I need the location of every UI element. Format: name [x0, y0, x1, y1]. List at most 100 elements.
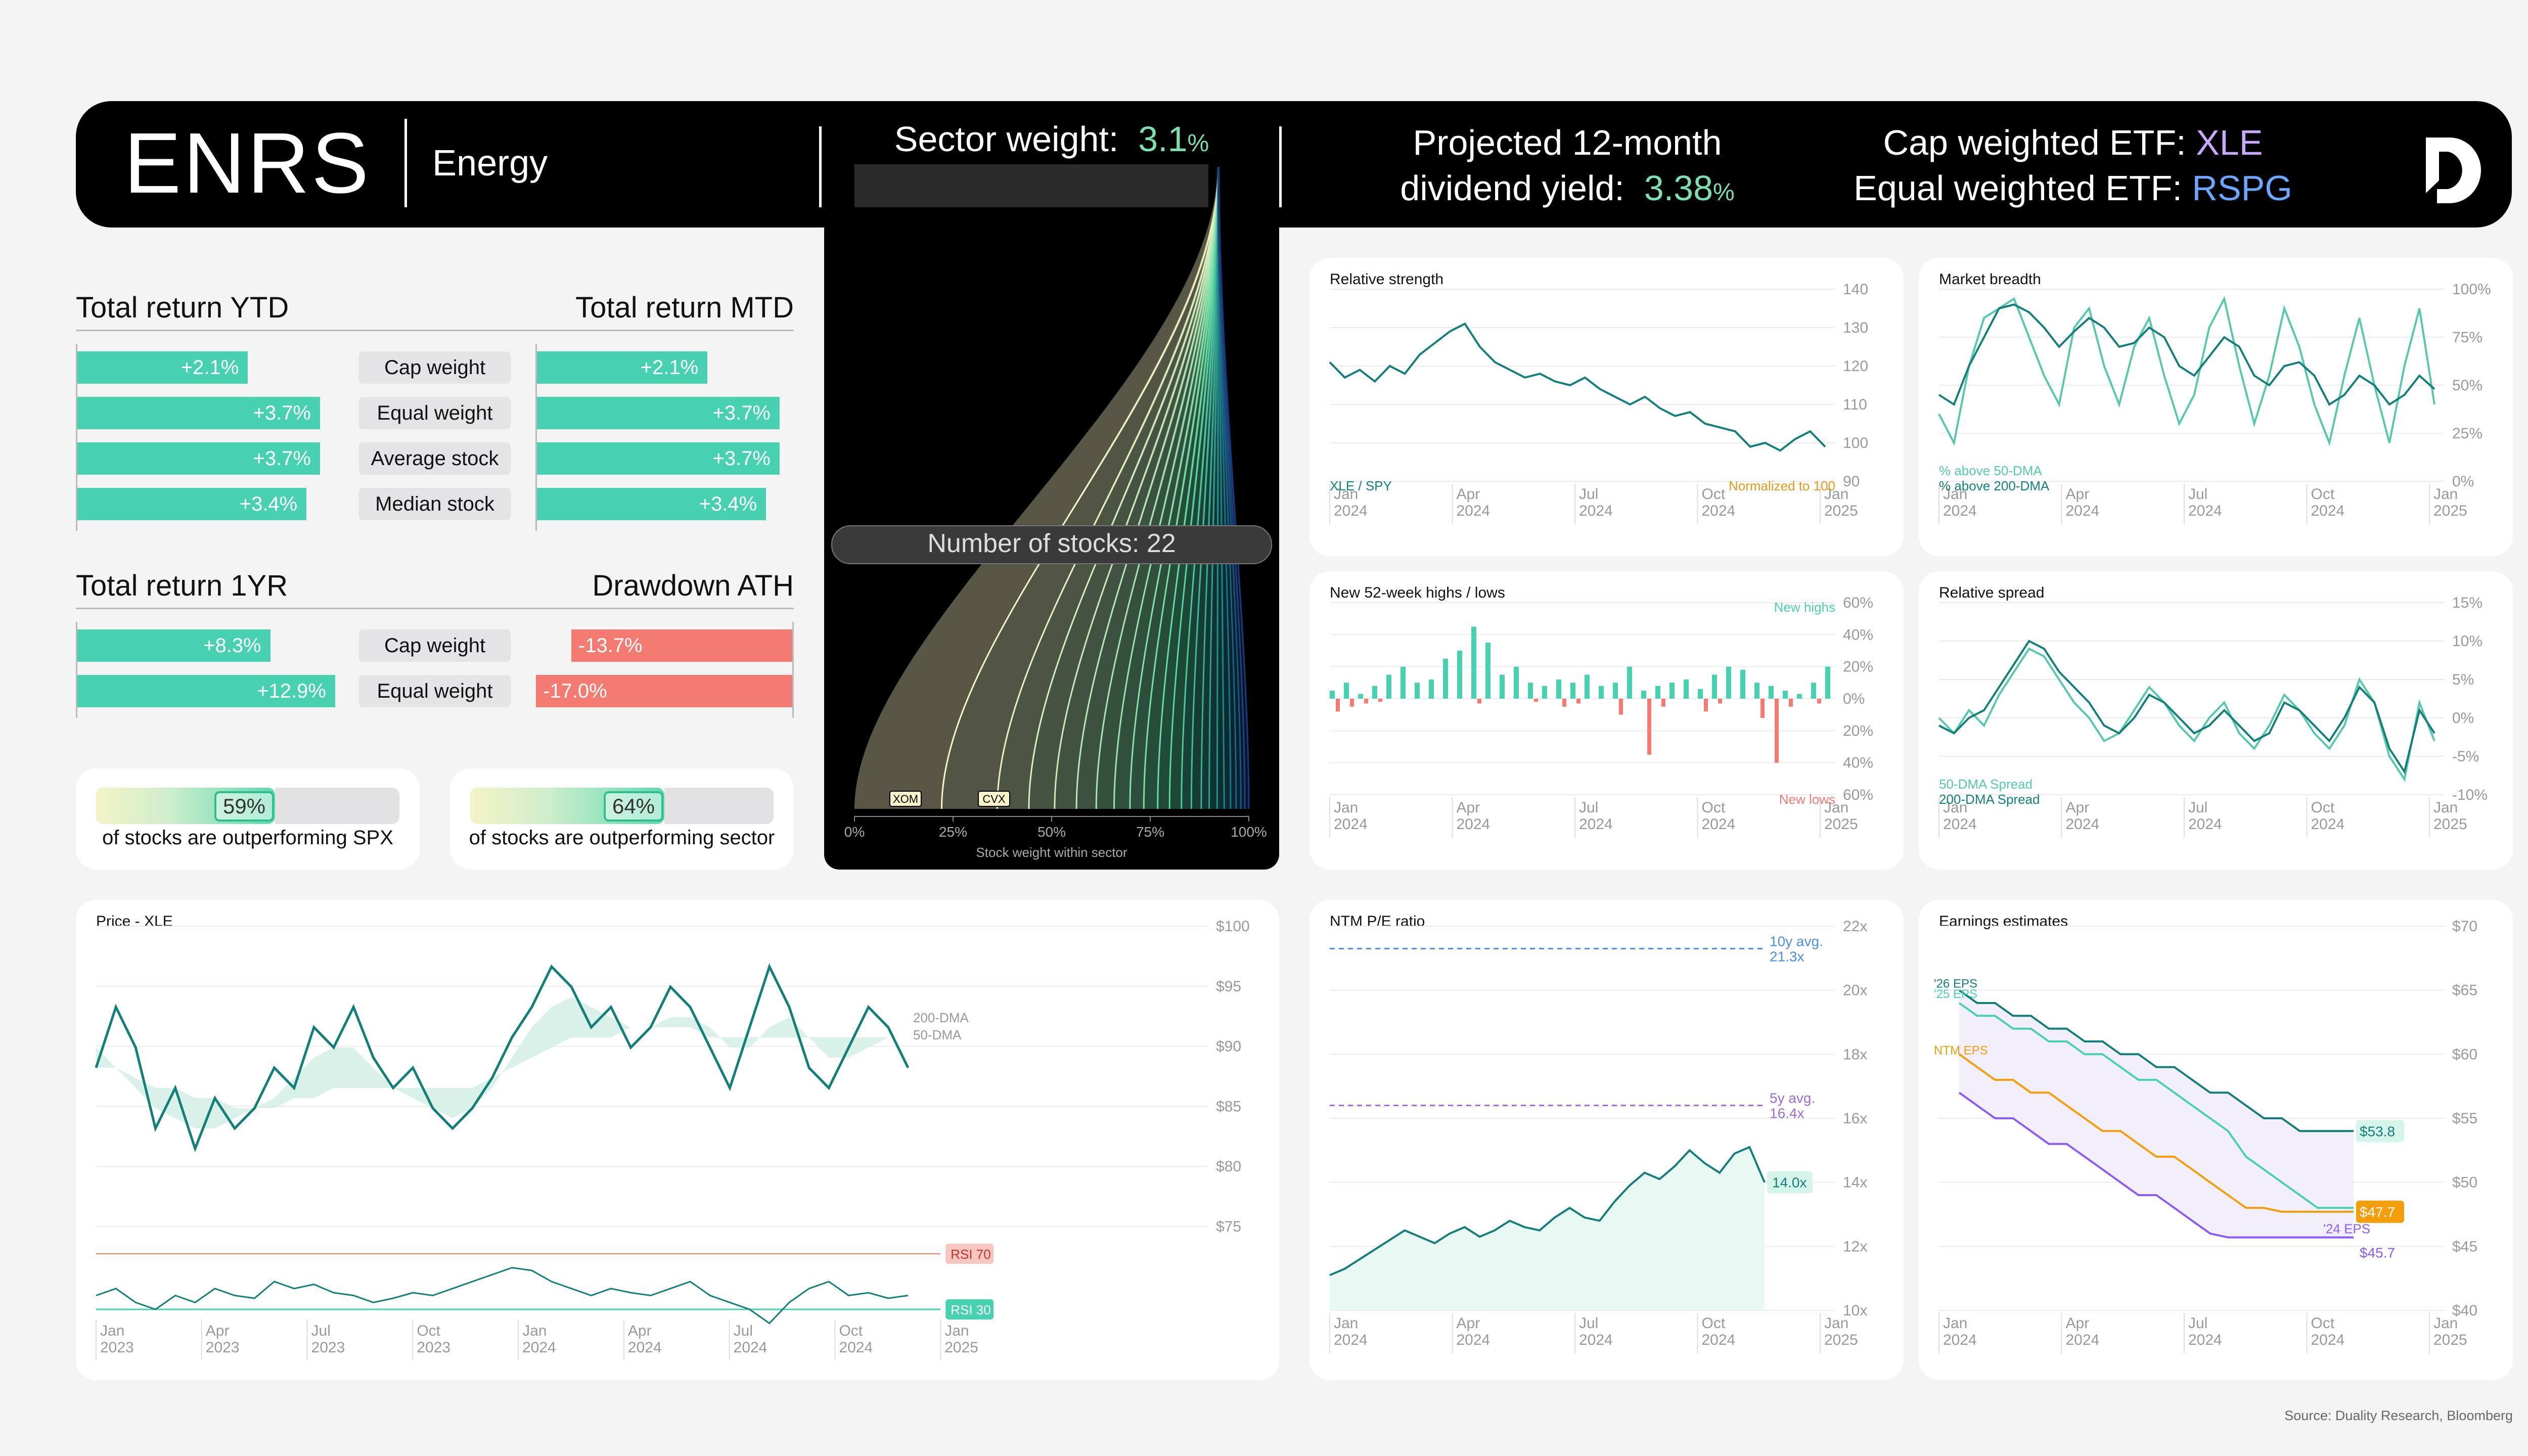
stock-weight-curve — [1075, 166, 1220, 809]
stock-weight-band — [1157, 167, 1220, 809]
stock-weight-curve — [1216, 166, 1220, 809]
pe-end-label: 14.0x — [1772, 1175, 1807, 1191]
x-tick-label: 2024 — [1702, 1332, 1736, 1348]
duality-logo-icon — [2426, 138, 2481, 203]
axis-line — [535, 344, 537, 531]
mtd-bar: +3.4% — [537, 488, 766, 520]
series-line-xle-spy — [1329, 322, 1826, 452]
y-tick-label: 130 — [1843, 320, 1868, 336]
x-tick-label: Jan — [1334, 799, 1358, 816]
chart-title: Market breadth — [1939, 271, 2041, 288]
bar-new-high — [1429, 679, 1434, 699]
x-tick-label: Jul — [2188, 1315, 2207, 1332]
bar-new-high — [1726, 666, 1731, 699]
stock-weight-band — [1076, 167, 1220, 809]
y-tick-label: $100 — [1216, 918, 1250, 935]
ath-bar: -13.7% — [571, 629, 794, 662]
x-tick-label: Jan — [2433, 1315, 2458, 1332]
y-tick-label: 90 — [1843, 473, 1860, 490]
y-tick-label: $65 — [2452, 982, 2477, 999]
y-tick-label: $80 — [1216, 1158, 1241, 1175]
bar-new-high — [1457, 651, 1462, 699]
y-tick-label: 0% — [1843, 691, 1865, 707]
x-tick-label: 2024 — [2311, 816, 2345, 833]
bar-new-high — [1471, 626, 1476, 699]
bar-new-high — [1811, 682, 1816, 699]
chart-title: New 52-week highs / lows — [1330, 584, 1505, 601]
x-tick-label: 2024 — [2066, 1332, 2100, 1348]
bar-new-high — [1514, 666, 1519, 699]
yr-title: Total return 1YR — [76, 569, 288, 602]
x-tick-label: 2024 — [2188, 1332, 2222, 1348]
dma-spread-area — [96, 997, 908, 1128]
eps-end-badge — [2356, 1200, 2404, 1223]
bar-new-high — [1401, 666, 1406, 699]
bar-new-high — [1556, 679, 1561, 699]
funnel-tick-label: 100% — [1231, 824, 1267, 840]
x-tick-label: 2023 — [311, 1339, 345, 1356]
bar-new-high — [1542, 686, 1547, 699]
outperform-spx-card: 59% of stocks are outperforming SPX — [76, 768, 420, 870]
pe-line — [1329, 1146, 1766, 1277]
stock-count-label: Number of stocks: 22 — [927, 529, 1176, 558]
bar-new-low — [1619, 699, 1623, 715]
funnel-tick-label: 75% — [1136, 824, 1164, 840]
bar-new-low — [1718, 699, 1722, 704]
bar-new-high — [1528, 682, 1533, 699]
chart-title: NTM P/E ratio — [1330, 913, 1425, 930]
x-tick-label: 2023 — [206, 1339, 240, 1356]
bar-new-low — [1760, 699, 1765, 718]
x-tick-label: 2024 — [1334, 1332, 1368, 1348]
x-tick-label: Oct — [1702, 1315, 1726, 1332]
x-tick-label: Jul — [2188, 799, 2207, 816]
bar-new-high — [1443, 658, 1448, 699]
eps-line — [1958, 1053, 2354, 1213]
outperform-text: of stocks are outperforming SPX — [102, 827, 393, 849]
legend-label: % above 200-DMA — [1939, 478, 2050, 493]
x-tick-label: Jul — [734, 1323, 753, 1339]
cap-etf[interactable]: XLE — [2196, 123, 2263, 162]
stock-weight-band — [1054, 167, 1220, 809]
x-tick-label: 2024 — [734, 1339, 768, 1356]
bar-new-high — [1669, 682, 1675, 699]
x-tick-label: Jan — [1943, 799, 1967, 816]
bar-new-high — [1570, 682, 1575, 699]
rsi-70-label: RSI 70 — [951, 1247, 991, 1262]
avg-label: 5y avg. — [1770, 1090, 1815, 1106]
stock-weight-curve — [1217, 166, 1250, 809]
rsi-line — [96, 1266, 909, 1325]
stock-weight-curve — [940, 166, 1220, 809]
x-tick-label: 2025 — [944, 1339, 978, 1356]
header-divider — [819, 126, 822, 207]
x-tick-label: 2024 — [2066, 503, 2100, 519]
series-line-spread — [1938, 640, 2435, 775]
ytd-bar: +3.7% — [77, 397, 320, 429]
sector-weight-unit: % — [1187, 130, 1209, 157]
avg-value: 16.4x — [1770, 1106, 1804, 1121]
stock-weight-curve — [1054, 166, 1220, 809]
ytd-bar: +3.7% — [77, 442, 320, 475]
x-tick-label: 2023 — [100, 1339, 134, 1356]
eps-series-label: NTM EPS — [1934, 1043, 1988, 1057]
x-tick-label: Oct — [1702, 486, 1726, 503]
ytd-title: Total return YTD — [76, 291, 289, 324]
price-card: Price - XLE $100 $95 $90 $85 $80 $75 200-DMA 50-… — [76, 900, 1279, 1380]
header-divider — [1279, 126, 1282, 207]
bar-new-high — [1500, 674, 1505, 699]
y-tick-label: $45 — [2452, 1238, 2477, 1255]
x-tick-label: Oct — [2311, 799, 2335, 816]
bar-new-high — [1627, 666, 1632, 699]
mtd-bar: +3.7% — [537, 397, 780, 429]
legend-label: 50-DMA Spread — [1939, 777, 2033, 792]
stock-weight-curve — [1028, 166, 1220, 809]
eq-etf-label: Equal weighted ETF: — [1854, 168, 2182, 208]
x-tick-label: Jan — [1334, 486, 1358, 503]
sector-weight-label: Sector weight: — [894, 119, 1119, 159]
pe-card: NTM P/E ratio 22x 20x 18x 16x 14x 12x 10x Jan 202… — [1310, 900, 1904, 1380]
y-tick-label: 100 — [1843, 435, 1868, 451]
bar-new-high — [1698, 689, 1703, 699]
x-tick-label: Apr — [2066, 799, 2090, 816]
eq-etf[interactable]: RSPG — [2192, 168, 2292, 208]
legend-label: New lows — [1779, 792, 1835, 807]
series-line-spread — [1938, 647, 2435, 782]
